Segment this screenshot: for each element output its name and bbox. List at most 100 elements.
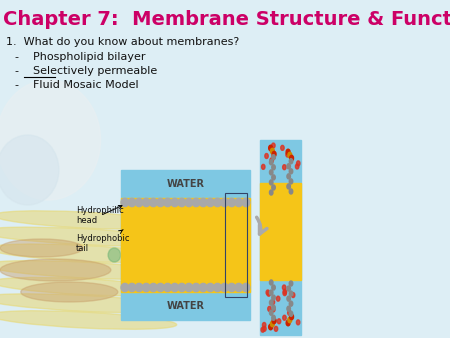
Circle shape [270,160,273,165]
Circle shape [283,285,286,290]
Circle shape [286,320,290,326]
Circle shape [269,145,273,151]
Ellipse shape [242,198,250,207]
Ellipse shape [235,198,243,207]
Circle shape [272,175,275,180]
Text: Hydrophilic
head: Hydrophilic head [76,206,124,225]
Circle shape [262,322,266,328]
Circle shape [287,286,290,291]
Circle shape [270,170,273,175]
Ellipse shape [221,283,229,292]
Ellipse shape [149,198,157,207]
Circle shape [272,295,275,300]
Ellipse shape [185,283,193,292]
Ellipse shape [149,283,157,292]
Ellipse shape [164,283,171,292]
Bar [122,170,249,320]
Circle shape [297,320,300,325]
Circle shape [272,307,275,312]
Circle shape [271,299,274,305]
Circle shape [287,306,290,311]
Ellipse shape [199,283,207,292]
Ellipse shape [21,282,118,302]
Ellipse shape [171,283,179,292]
Ellipse shape [128,283,136,292]
Text: -    Selectively permeable: - Selectively permeable [15,66,158,76]
Circle shape [265,153,268,159]
Text: WATER: WATER [166,301,204,311]
Ellipse shape [142,198,150,207]
Circle shape [274,327,278,331]
Ellipse shape [142,283,150,292]
Ellipse shape [121,198,129,207]
Ellipse shape [121,283,129,292]
Ellipse shape [157,283,164,292]
Circle shape [288,310,291,315]
Circle shape [289,301,293,306]
Ellipse shape [135,198,143,207]
Ellipse shape [0,80,100,200]
Ellipse shape [0,311,177,329]
Circle shape [272,155,275,160]
Circle shape [272,154,275,159]
Circle shape [270,158,274,163]
Ellipse shape [0,277,175,296]
Circle shape [297,161,300,166]
Ellipse shape [0,135,59,205]
Circle shape [276,296,280,301]
Circle shape [281,145,284,150]
Circle shape [289,189,293,194]
Circle shape [288,152,292,158]
Circle shape [287,296,290,301]
Ellipse shape [0,244,178,263]
Bar [225,193,248,297]
Circle shape [270,180,273,185]
Circle shape [292,293,295,297]
Text: 1.  What do you know about membranes?: 1. What do you know about membranes? [5,37,239,47]
Circle shape [287,164,290,169]
Circle shape [286,152,289,157]
Circle shape [283,291,287,296]
Text: -    Fluid Mosaic Model: - Fluid Mosaic Model [15,80,139,90]
Circle shape [289,311,293,316]
Ellipse shape [0,211,173,229]
Text: -    Phospholipid bilayer: - Phospholipid bilayer [15,52,146,62]
Circle shape [270,300,273,305]
Text: Chapter 7:  Membrane Structure & Function: Chapter 7: Membrane Structure & Function [4,10,450,29]
Circle shape [289,159,293,164]
Ellipse shape [214,198,221,207]
Circle shape [283,315,286,320]
Circle shape [287,174,290,179]
Circle shape [270,190,273,195]
Ellipse shape [178,198,186,207]
Circle shape [295,164,299,169]
Circle shape [266,290,270,295]
Circle shape [272,305,275,310]
Circle shape [272,318,276,324]
Circle shape [272,143,275,148]
Bar [260,140,302,335]
Text: Hydrophobic
tail: Hydrophobic tail [76,230,130,254]
Ellipse shape [214,283,221,292]
Ellipse shape [242,283,250,292]
Circle shape [289,179,293,184]
Circle shape [270,148,274,154]
Circle shape [288,317,292,323]
Ellipse shape [0,239,83,257]
Circle shape [283,289,287,294]
Ellipse shape [164,198,171,207]
Circle shape [287,184,290,189]
Ellipse shape [228,283,235,292]
Circle shape [268,306,271,311]
Ellipse shape [199,198,207,207]
Circle shape [290,314,293,320]
Bar [260,183,302,281]
Ellipse shape [108,248,121,262]
Ellipse shape [221,198,229,207]
Ellipse shape [207,283,214,292]
Circle shape [270,321,274,327]
Ellipse shape [157,198,164,207]
Circle shape [270,280,273,285]
Circle shape [272,165,275,170]
Circle shape [283,165,286,170]
